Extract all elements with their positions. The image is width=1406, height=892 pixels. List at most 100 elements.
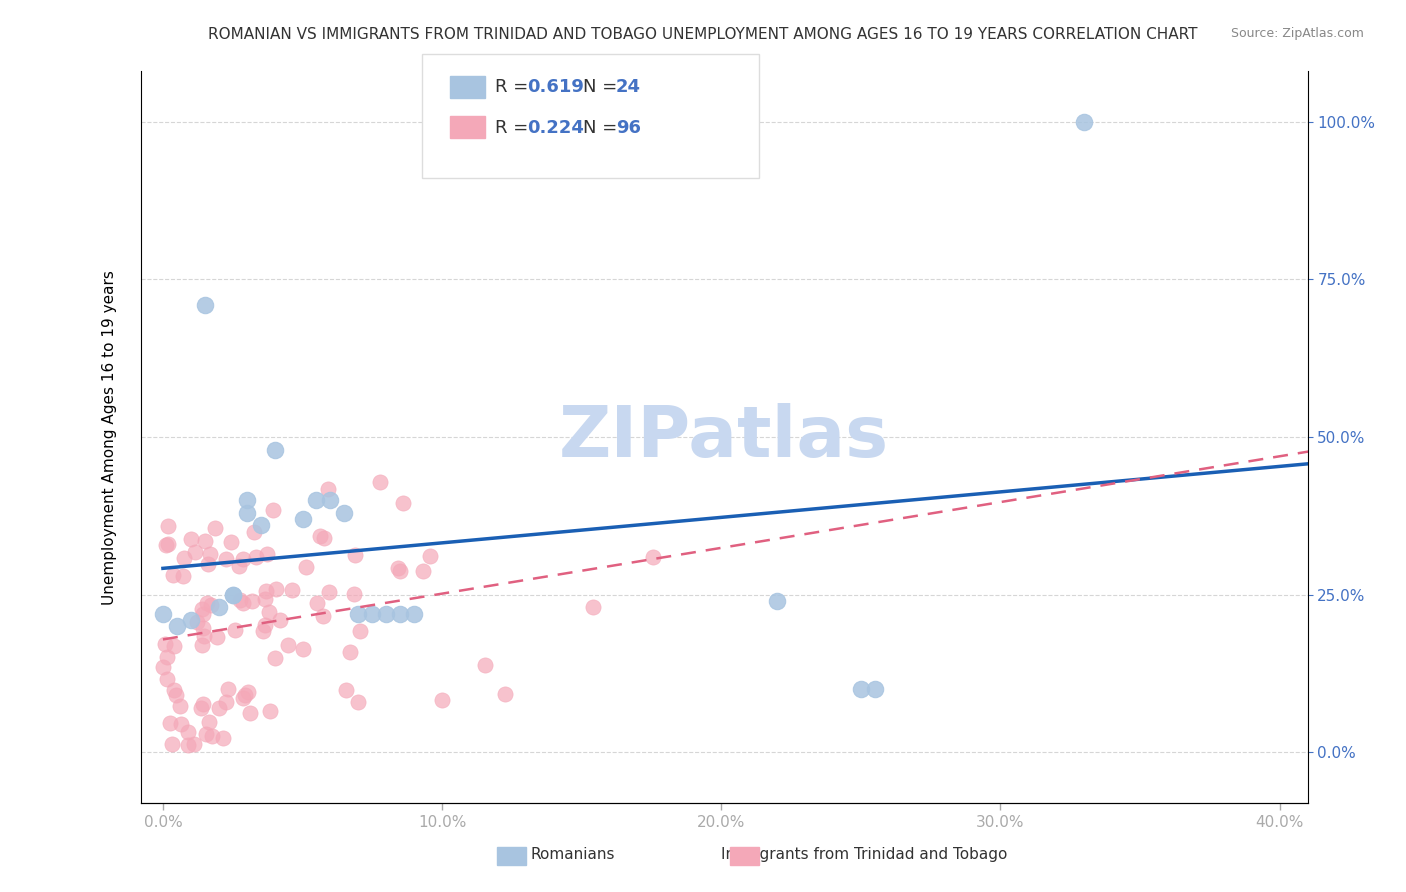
Point <box>166 619 188 633</box>
Point <box>277 638 299 652</box>
Point <box>318 585 340 599</box>
Point <box>212 731 235 746</box>
Point <box>176 725 198 739</box>
Point <box>347 607 370 621</box>
Point <box>232 551 254 566</box>
Point <box>215 552 238 566</box>
Point <box>195 596 218 610</box>
Text: ZIPatlas: ZIPatlas <box>560 402 889 472</box>
Point <box>193 697 215 711</box>
Point <box>173 551 195 566</box>
Point <box>208 600 231 615</box>
Point <box>156 537 179 551</box>
Point <box>165 688 187 702</box>
Point <box>243 524 266 539</box>
Point <box>233 689 256 703</box>
FancyBboxPatch shape <box>496 847 526 865</box>
Point <box>308 529 330 543</box>
Point <box>235 493 257 508</box>
Point <box>389 607 412 621</box>
Point <box>169 699 191 714</box>
Point <box>156 650 179 665</box>
Point <box>191 607 214 621</box>
Text: 0.224: 0.224 <box>527 119 583 136</box>
Point <box>419 549 441 563</box>
Point <box>222 588 245 602</box>
Point <box>333 506 356 520</box>
Point <box>159 715 181 730</box>
Text: Romanians: Romanians <box>530 847 614 862</box>
Point <box>200 598 222 612</box>
Point <box>190 701 212 715</box>
Point <box>238 684 260 698</box>
Point <box>281 583 304 598</box>
Point <box>262 503 284 517</box>
Point <box>191 621 214 635</box>
Point <box>361 607 384 621</box>
Point <box>152 659 174 673</box>
Point <box>269 614 291 628</box>
Point <box>256 547 278 561</box>
Text: N =: N = <box>583 119 623 136</box>
Point <box>201 729 224 743</box>
Text: 24: 24 <box>616 78 641 96</box>
Point <box>305 493 328 508</box>
Point <box>205 630 228 644</box>
Point <box>343 587 366 601</box>
Point <box>312 531 335 545</box>
Point <box>245 550 267 565</box>
Point <box>863 682 886 697</box>
Text: Source: ZipAtlas.com: Source: ZipAtlas.com <box>1230 27 1364 40</box>
Point <box>263 442 285 457</box>
Text: 96: 96 <box>616 119 641 136</box>
Point <box>264 582 287 597</box>
Point <box>170 717 193 731</box>
Point <box>412 564 434 578</box>
Point <box>232 690 254 705</box>
Point <box>163 639 186 653</box>
Point <box>643 550 665 565</box>
Text: Immigrants from Trinidad and Tobago: Immigrants from Trinidad and Tobago <box>721 847 1007 862</box>
Point <box>494 687 516 701</box>
Point <box>347 695 370 709</box>
Point <box>349 624 371 638</box>
Point <box>180 533 202 547</box>
Point <box>291 512 314 526</box>
Point <box>404 607 426 621</box>
Point <box>240 594 263 608</box>
Point <box>849 682 872 697</box>
Text: R =: R = <box>495 119 534 136</box>
Point <box>430 692 453 706</box>
Point <box>204 521 226 535</box>
Point <box>197 557 219 571</box>
Point <box>254 584 277 599</box>
Point <box>224 624 246 638</box>
Point <box>160 737 183 751</box>
Point <box>387 560 409 574</box>
Point <box>307 596 329 610</box>
Point <box>190 638 212 652</box>
Point <box>319 493 342 508</box>
Point <box>253 592 276 607</box>
Point <box>388 564 411 578</box>
Point <box>156 673 179 687</box>
Point <box>232 596 254 610</box>
Point <box>183 737 205 751</box>
Point <box>392 496 415 510</box>
Point <box>177 738 200 752</box>
Point <box>194 534 217 549</box>
Point <box>222 588 245 602</box>
Point <box>219 535 242 549</box>
Point <box>339 645 361 659</box>
Text: ROMANIAN VS IMMIGRANTS FROM TRINIDAD AND TOBAGO UNEMPLOYMENT AMONG AGES 16 TO 19: ROMANIAN VS IMMIGRANTS FROM TRINIDAD AND… <box>208 27 1198 42</box>
Point <box>155 538 177 552</box>
Point <box>235 506 257 520</box>
Point <box>239 706 262 721</box>
Point <box>194 298 217 312</box>
Point <box>191 602 214 616</box>
Point <box>217 682 239 697</box>
Point <box>155 637 177 651</box>
Point <box>1073 115 1095 129</box>
Point <box>344 548 367 562</box>
Point <box>186 615 208 629</box>
